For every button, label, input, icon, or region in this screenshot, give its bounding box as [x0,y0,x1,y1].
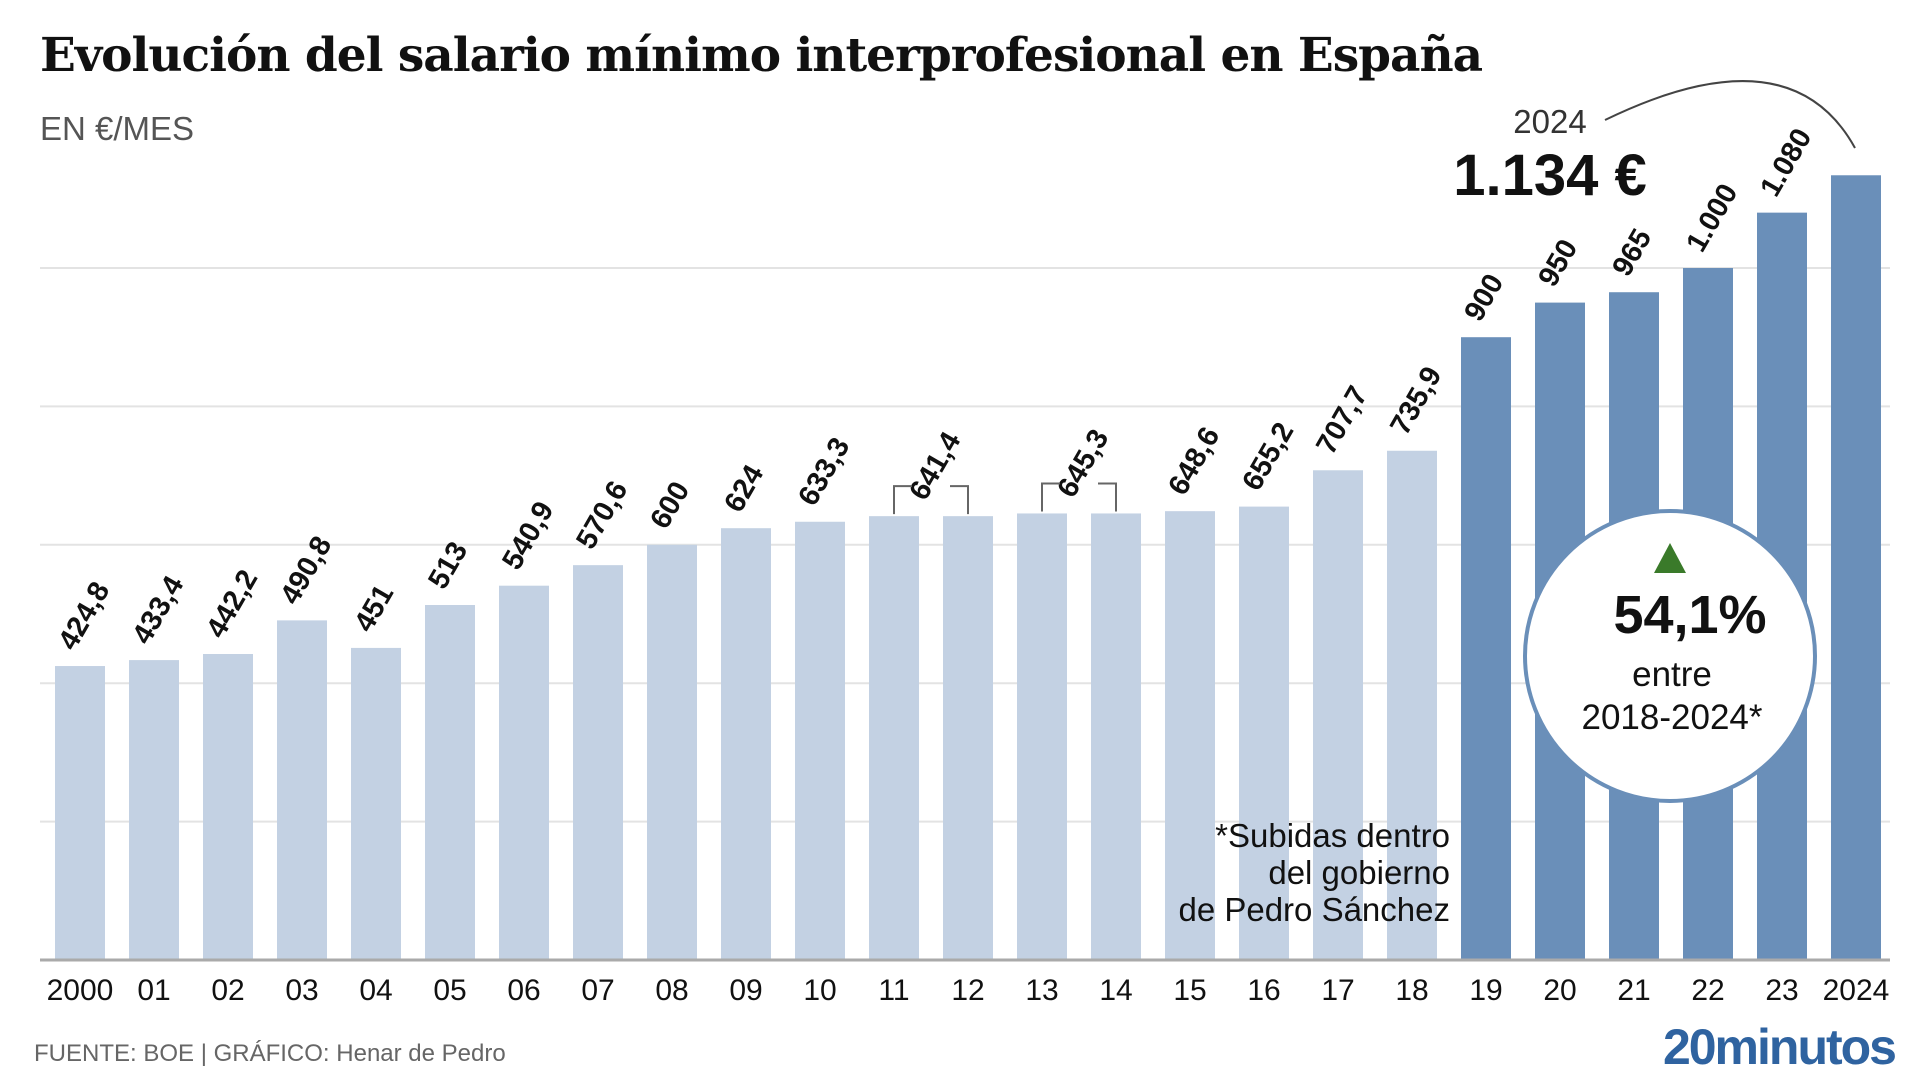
bar-05 [425,605,475,960]
arrow-arc [1604,80,1856,149]
bar-02 [203,653,253,960]
x-tick-label: 23 [1765,974,1798,1007]
x-tick-label: 17 [1321,974,1354,1007]
bar-2000 [55,666,105,960]
bar-01 [129,660,179,960]
highlight-year: 2024 [1513,103,1586,140]
x-tick-label: 05 [433,974,466,1007]
value-label: 707,7 [1310,381,1374,460]
x-tick-label: 11 [878,974,909,1007]
value-label: 965 [1606,224,1658,282]
x-tick-label: 2024 [1823,974,1890,1007]
x-tick-label: 18 [1395,974,1428,1007]
value-label: 641,4 [903,427,967,506]
x-tick-label: 01 [137,974,170,1007]
x-tick-label: 2000 [47,974,114,1007]
logo-20minutos: 20minutos [1662,1019,1897,1075]
value-label: 735,9 [1384,361,1448,440]
footnote-line: *Subidas dentro [1215,817,1450,854]
value-label: 655,2 [1236,417,1300,496]
up-triangle-icon [1654,543,1686,573]
bar-13 [1017,513,1067,960]
value-label: 1.000 [1680,179,1744,258]
x-tick-label: 10 [803,974,836,1007]
bracket [893,485,969,515]
badge-value: 54,1% [1613,585,1766,645]
bar-18 [1387,450,1437,960]
bar-10 [795,521,845,960]
x-tick-label: 16 [1247,974,1280,1007]
source-credit: FUENTE: BOE | GRÁFICO: Henar de Pedro [34,1040,506,1067]
bar-16 [1239,506,1289,960]
value-label: 540,9 [496,496,560,575]
bar-17 [1313,470,1363,960]
value-label: 490,8 [274,531,338,610]
bar-08 [647,544,697,960]
x-tick-label: 06 [507,974,540,1007]
value-label: 424,8 [52,577,116,656]
bar-07 [573,565,623,960]
bracket [1041,482,1117,512]
value-label: 633,3 [792,432,856,511]
x-tick-label: 02 [211,974,244,1007]
bar-03 [277,620,327,960]
x-tick-label: 03 [285,974,318,1007]
x-tick-label: 04 [359,974,392,1007]
bar-09 [721,528,771,960]
badge-line2: 2018-2024* [1582,698,1763,737]
bar-2024 [1831,175,1881,961]
value-label: 1.080 [1754,123,1818,202]
chart-subtitle: EN €/MES [40,110,195,147]
x-tick-label: 19 [1469,974,1502,1007]
x-tick-label: 15 [1173,974,1206,1007]
value-label: 570,6 [570,476,634,555]
x-tick-label: 07 [581,974,614,1007]
value-label: 442,2 [200,565,264,644]
value-label: 900 [1458,269,1510,327]
bar-12 [943,516,993,960]
x-tick-label: 13 [1025,974,1058,1007]
value-label: 624 [718,460,770,518]
footnote-line: del gobierno [1268,854,1450,891]
value-label: 648,6 [1162,422,1226,501]
value-label: 433,4 [126,571,190,650]
value-label: 645,3 [1051,424,1115,503]
bar-19 [1461,337,1511,960]
x-tick-label: 09 [729,974,762,1007]
bar-14 [1091,513,1141,960]
x-tick-label: 08 [655,974,688,1007]
highlight-value: 1.134 € [1453,143,1647,208]
x-tick-label: 14 [1099,974,1132,1007]
x-tick-label: 22 [1691,974,1724,1007]
x-tick-label: 20 [1543,974,1576,1007]
percentage-badge [1523,509,1817,803]
bar-04 [351,647,401,960]
badge-line1: entre [1632,655,1712,694]
x-tick-label: 12 [951,974,984,1007]
x-tick-label: 21 [1617,974,1650,1007]
chart-title: Evolución del salario mínimo interprofes… [40,28,1483,83]
bar-06 [499,585,549,960]
value-label: 600 [644,476,696,534]
value-label: 950 [1532,234,1584,292]
value-label: 451 [348,580,400,638]
bar-11 [869,516,919,960]
bar-15 [1165,511,1215,960]
footnote-line: de Pedro Sánchez [1178,891,1450,928]
